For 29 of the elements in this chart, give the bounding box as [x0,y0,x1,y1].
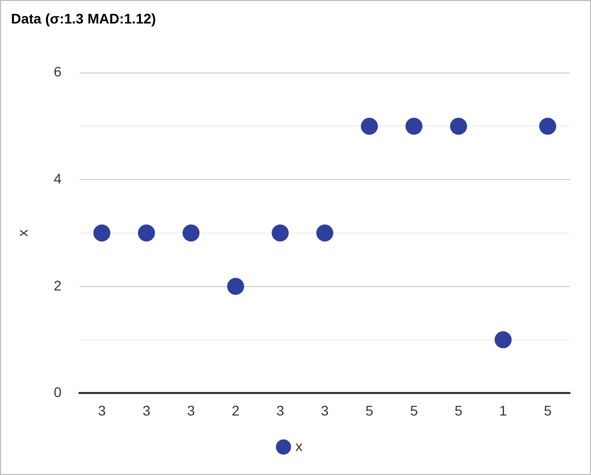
point [360,118,378,135]
point [450,118,468,135]
x-tick-label: 3 [320,402,329,418]
point [539,118,556,135]
x-tick-label: 5 [544,402,552,418]
point [182,224,200,242]
x-tick-label: 1 [499,402,508,418]
point [272,224,289,242]
legend-label: x [296,438,302,454]
y-axis-title: x [14,230,30,236]
x-tick-label: 5 [410,402,418,418]
x-tick-label: 5 [365,402,374,418]
x-tick-label: 3 [187,402,196,418]
y-tick-label: 4 [54,170,62,186]
point [227,278,244,295]
x-tick-label: 3 [142,402,151,418]
point [316,224,334,242]
x-tick-label: 3 [276,402,284,418]
y-tick-label: 2 [54,277,62,294]
x-tick-label: 2 [232,402,240,418]
point [494,331,512,348]
y-tick-label: 6 [54,64,62,80]
x-tick-label: 3 [98,402,106,418]
point [93,224,110,242]
point [405,118,422,135]
x-tick-label: 5 [454,402,463,418]
chart-title: Data (σ:1.3 MAD:1.12) [11,10,156,26]
point [138,224,155,242]
y-tick-label: 0 [54,384,62,400]
